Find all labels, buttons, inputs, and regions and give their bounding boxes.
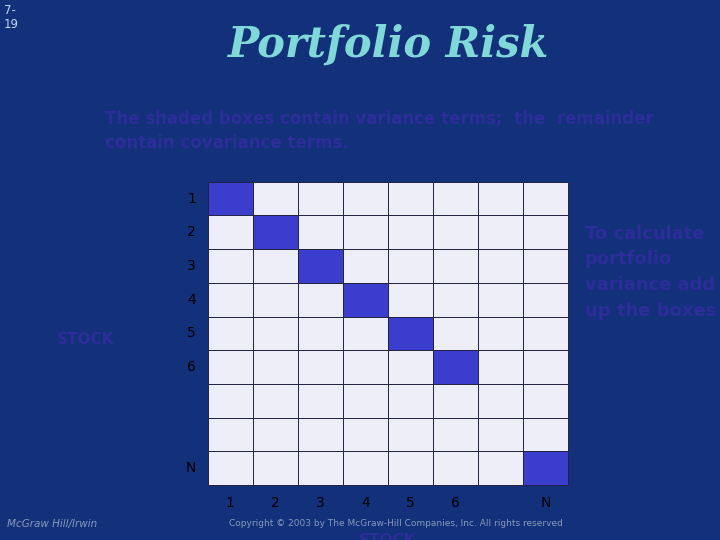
Bar	[208, 316, 253, 350]
Bar	[343, 182, 388, 215]
Text: 7-
19: 7- 19	[4, 4, 19, 31]
Bar	[298, 451, 343, 485]
Bar	[388, 417, 433, 451]
Text: 2: 2	[271, 496, 279, 510]
Bar	[208, 451, 253, 485]
Bar	[208, 182, 253, 215]
Text: 6: 6	[187, 360, 196, 374]
Text: 1: 1	[187, 192, 196, 206]
Bar	[433, 182, 478, 215]
Bar	[298, 316, 343, 350]
Bar	[208, 215, 253, 249]
Bar	[208, 350, 253, 384]
Bar	[523, 283, 568, 316]
Text: 5: 5	[406, 496, 415, 510]
Text: 3: 3	[316, 496, 325, 510]
Bar	[208, 417, 253, 451]
Bar	[433, 451, 478, 485]
Bar	[298, 384, 343, 417]
Bar	[343, 249, 388, 283]
Text: Copyright © 2003 by The McGraw-Hill Companies, Inc. All rights reserved: Copyright © 2003 by The McGraw-Hill Comp…	[229, 519, 563, 528]
Bar	[343, 417, 388, 451]
Bar	[388, 451, 433, 485]
Bar	[523, 350, 568, 384]
Bar	[343, 384, 388, 417]
Text: 4: 4	[361, 496, 370, 510]
Bar	[298, 283, 343, 316]
Bar	[253, 417, 298, 451]
Bar	[478, 350, 523, 384]
Bar	[523, 249, 568, 283]
Bar	[388, 215, 433, 249]
Bar	[433, 417, 478, 451]
Text: 2: 2	[187, 225, 196, 239]
Bar	[208, 249, 253, 283]
Text: Portfolio Risk: Portfolio Risk	[228, 24, 549, 65]
Bar	[343, 316, 388, 350]
Text: STOCK: STOCK	[359, 534, 417, 540]
Bar	[208, 283, 253, 316]
Bar	[478, 182, 523, 215]
Text: 4: 4	[187, 293, 196, 307]
Text: McGraw Hill/Irwin: McGraw Hill/Irwin	[7, 518, 97, 529]
Bar	[478, 249, 523, 283]
Bar	[523, 451, 568, 485]
Bar	[478, 316, 523, 350]
Bar	[253, 283, 298, 316]
Text: To calculate
portfolio
variance add
up the boxes: To calculate portfolio variance add up t…	[585, 225, 716, 320]
Bar	[388, 249, 433, 283]
Bar	[478, 283, 523, 316]
Text: 5: 5	[187, 326, 196, 340]
Bar	[298, 417, 343, 451]
Text: STOCK: STOCK	[57, 332, 114, 347]
Bar	[253, 384, 298, 417]
Bar	[298, 350, 343, 384]
Text: 3: 3	[187, 259, 196, 273]
Bar	[388, 316, 433, 350]
Bar	[208, 384, 253, 417]
Bar	[253, 182, 298, 215]
Bar	[433, 283, 478, 316]
Bar	[388, 384, 433, 417]
Text: 6: 6	[451, 496, 460, 510]
Bar	[253, 350, 298, 384]
Bar	[433, 316, 478, 350]
Bar	[388, 283, 433, 316]
Bar	[253, 249, 298, 283]
Bar	[298, 249, 343, 283]
Bar	[433, 384, 478, 417]
Bar	[343, 283, 388, 316]
Bar	[478, 417, 523, 451]
Bar	[478, 451, 523, 485]
Bar	[478, 384, 523, 417]
Bar	[523, 384, 568, 417]
Bar	[343, 451, 388, 485]
Bar	[523, 417, 568, 451]
Text: 1: 1	[226, 496, 235, 510]
Bar	[253, 451, 298, 485]
Bar	[388, 350, 433, 384]
Bar	[523, 215, 568, 249]
Bar	[523, 182, 568, 215]
Bar	[298, 215, 343, 249]
Text: N: N	[186, 461, 196, 475]
Bar	[388, 182, 433, 215]
Bar	[253, 316, 298, 350]
Bar	[433, 249, 478, 283]
Bar	[298, 182, 343, 215]
Bar	[253, 215, 298, 249]
Bar	[433, 215, 478, 249]
Bar	[433, 350, 478, 384]
Bar	[343, 350, 388, 384]
Bar	[343, 215, 388, 249]
Bar	[478, 215, 523, 249]
Text: N: N	[540, 496, 551, 510]
Text: The shaded boxes contain variance terms;  the  remainder
contain covariance term: The shaded boxes contain variance terms;…	[105, 110, 654, 152]
Bar	[523, 316, 568, 350]
